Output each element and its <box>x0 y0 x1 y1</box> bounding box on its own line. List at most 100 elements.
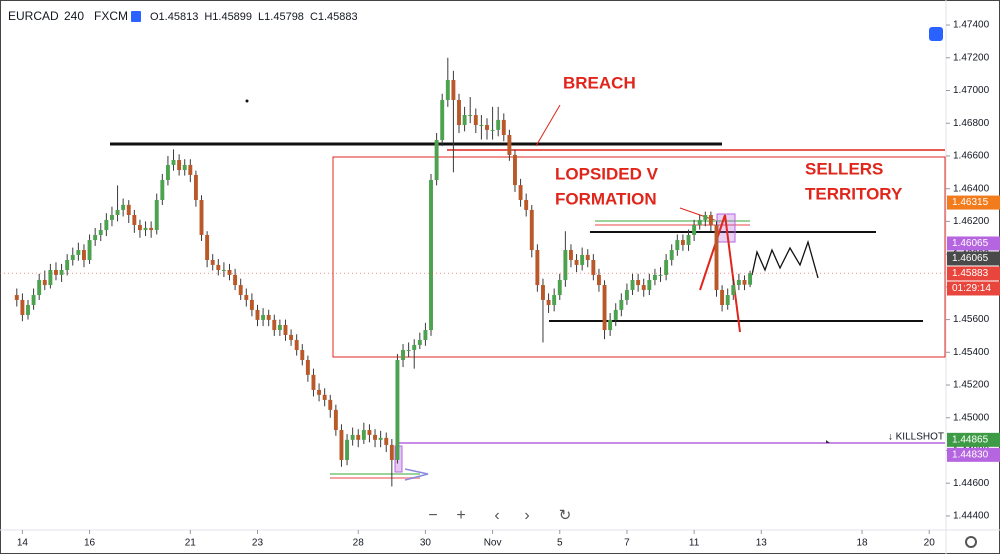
candle-body <box>568 250 573 261</box>
candle-body <box>535 250 540 286</box>
candle-body <box>378 437 383 440</box>
candle-body <box>182 164 187 171</box>
candle-body <box>70 254 75 261</box>
candle-body <box>552 295 557 306</box>
candle-body <box>255 309 260 320</box>
candle-body <box>76 250 81 255</box>
candle-body <box>59 269 64 275</box>
source: FXCM <box>94 9 128 23</box>
marker <box>826 440 830 443</box>
dot <box>245 99 249 103</box>
candle-body <box>65 260 70 270</box>
x-tick-label: Nov <box>484 538 502 549</box>
arrow <box>404 468 429 481</box>
sellers-label: SELLERS <box>805 159 883 178</box>
candle-body <box>361 430 366 440</box>
candle-body <box>479 125 484 127</box>
ohlc-value: O1.45813 <box>150 11 198 23</box>
candle-body <box>529 209 534 251</box>
candle-body <box>339 430 344 460</box>
candle-body <box>277 324 282 331</box>
drawings <box>110 99 946 481</box>
candle-body <box>496 119 501 130</box>
zoom-out-button[interactable]: − <box>428 507 437 524</box>
candle-body <box>725 295 730 306</box>
candle-body <box>350 434 355 440</box>
gear-button[interactable] <box>965 536 977 548</box>
candle-body <box>104 219 109 231</box>
candle-body <box>193 174 198 200</box>
candle-body <box>714 224 719 290</box>
price-label-box <box>947 195 1000 210</box>
y-tick-label: 1.45400 <box>953 347 990 358</box>
candle-body <box>429 179 433 331</box>
candle-body <box>143 227 148 231</box>
candle-body <box>109 215 114 220</box>
candle-body <box>731 285 736 296</box>
candle-body <box>692 224 697 235</box>
candle-body <box>412 344 417 351</box>
candle-body <box>440 99 445 141</box>
candle-body <box>266 314 271 320</box>
candle-body <box>546 299 551 306</box>
zoom-in-button[interactable]: + <box>456 507 465 524</box>
candle-body <box>42 279 47 286</box>
candle-body <box>468 115 473 117</box>
y-tick-label: 1.47200 <box>953 52 990 63</box>
candle-body <box>322 394 327 400</box>
symbol: EURCAD <box>8 9 59 23</box>
x-tick-label: 5 <box>557 538 563 549</box>
price-label-box <box>947 266 1000 281</box>
price-label: 1.46065 <box>952 253 989 264</box>
candle-body <box>98 230 103 235</box>
candle-body <box>210 260 215 265</box>
candle-body <box>708 215 713 225</box>
candle-body <box>272 319 277 331</box>
candle-body <box>451 80 456 100</box>
settings-icon[interactable] <box>929 27 943 41</box>
price-label: 1.44865 <box>952 434 989 445</box>
candle-body <box>317 389 322 395</box>
y-tick-label: 1.46200 <box>953 216 990 227</box>
candle-body <box>305 359 310 375</box>
candle-body <box>238 285 243 296</box>
candle-body <box>188 164 193 175</box>
candle-body <box>345 439 350 460</box>
y-tick-label: 1.46400 <box>953 183 990 194</box>
candle-body <box>31 295 36 306</box>
lopsided-label: FORMATION <box>555 189 657 208</box>
candle-body <box>574 260 579 265</box>
scroll-left-button[interactable]: ‹ <box>494 507 499 524</box>
y-tick-label: 1.45000 <box>953 412 990 423</box>
candle-body <box>524 199 529 210</box>
x-tick-label: 28 <box>353 538 365 549</box>
toolbar: − + ‹ › ↻ <box>428 507 571 524</box>
candle-body <box>154 199 159 231</box>
candle-body <box>647 279 652 290</box>
candle-body <box>686 234 691 245</box>
candle-body <box>703 215 708 220</box>
sellers-label: TERRITORY <box>805 184 903 203</box>
x-tick-label: 11 <box>689 538 700 549</box>
candle-body <box>742 279 747 285</box>
candle-body <box>311 374 316 390</box>
price-label-box <box>947 236 1000 251</box>
candle-body <box>669 250 674 261</box>
candle-body <box>289 334 294 341</box>
x-tick-label: 13 <box>756 538 768 549</box>
candle-body <box>680 240 685 245</box>
candle-body <box>48 269 53 286</box>
candle-body <box>300 350 305 360</box>
candle-body <box>608 319 613 331</box>
killshot-label: ↓ KILLSHOT <box>888 432 944 443</box>
reset-button[interactable]: ↻ <box>559 507 572 524</box>
candle-body <box>563 250 568 280</box>
candle-body <box>675 240 680 251</box>
scroll-right-button[interactable]: › <box>524 507 529 524</box>
candle-body <box>434 140 439 180</box>
candle-body <box>619 299 624 310</box>
x-tick-label: 18 <box>856 538 868 549</box>
candle-body <box>473 115 478 126</box>
